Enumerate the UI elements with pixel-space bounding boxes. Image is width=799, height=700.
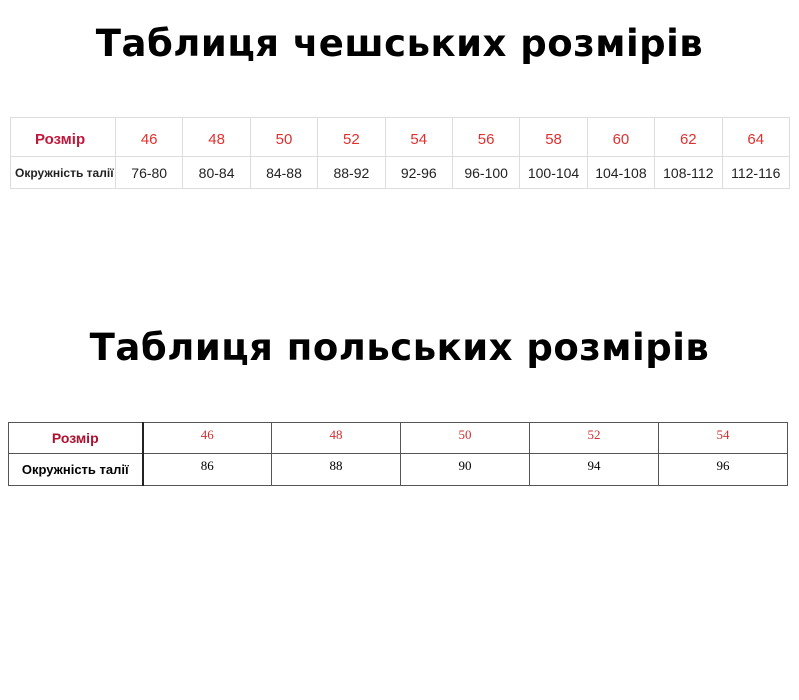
- waist-row: Окружність талії 86 88 90 94 96: [8, 453, 788, 486]
- waist-cell: 96-100: [451, 156, 521, 189]
- row-label: Окружність талії: [10, 156, 116, 189]
- waist-cell: 86: [142, 453, 272, 486]
- polish-size-table: Розмір 46 48 50 52 54 Окружність талії 86 88 90 9…: [8, 422, 788, 486]
- size-cell: 62: [654, 117, 723, 157]
- waist-cell: 88: [271, 453, 401, 486]
- czech-size-table: Розмір 46 48 50 52 54 56 58 60 62 64 Окружність та…: [10, 117, 791, 189]
- waist-cell: 100-104: [519, 156, 588, 189]
- size-cell: 60: [586, 117, 656, 157]
- row-label: Розмір: [8, 422, 144, 454]
- size-cell: 48: [271, 422, 401, 454]
- waist-cell: 90: [400, 453, 530, 486]
- size-cell: 52: [529, 422, 659, 454]
- waist-cell: 96: [658, 453, 788, 486]
- size-row: Розмір 46 48 50 52 54 56 58 60 62 64: [10, 117, 791, 157]
- size-cell: 56: [451, 117, 521, 157]
- size-cell: 50: [249, 117, 319, 157]
- czech-title: Таблиця чешських розмірів: [95, 22, 704, 65]
- waist-cell: 94: [529, 453, 659, 486]
- waist-cell: 88-92: [317, 156, 386, 189]
- waist-cell: 76-80: [114, 156, 184, 189]
- size-cell: 48: [182, 117, 251, 157]
- waist-cell: 80-84: [182, 156, 251, 189]
- size-row: Розмір 46 48 50 52 54: [8, 422, 788, 454]
- row-label: Розмір: [10, 117, 116, 157]
- waist-cell: 108-112: [654, 156, 723, 189]
- size-cell: 54: [658, 422, 788, 454]
- waist-row: Окружність талії 76-80 80-84 84-88 88-92 92-9…: [10, 156, 791, 189]
- waist-cell: 92-96: [384, 156, 453, 189]
- size-cell: 54: [384, 117, 453, 157]
- size-cell: 50: [400, 422, 530, 454]
- size-cell: 58: [519, 117, 588, 157]
- size-cell: 64: [721, 117, 791, 157]
- polish-title: Таблиця польських розмірів: [89, 326, 710, 369]
- waist-cell: 104-108: [586, 156, 656, 189]
- waist-cell: 84-88: [249, 156, 319, 189]
- row-label: Окружність талії: [8, 453, 144, 486]
- size-cell: 46: [142, 422, 272, 454]
- waist-cell: 112-116: [721, 156, 791, 189]
- size-cell: 52: [317, 117, 386, 157]
- size-cell: 46: [114, 117, 184, 157]
